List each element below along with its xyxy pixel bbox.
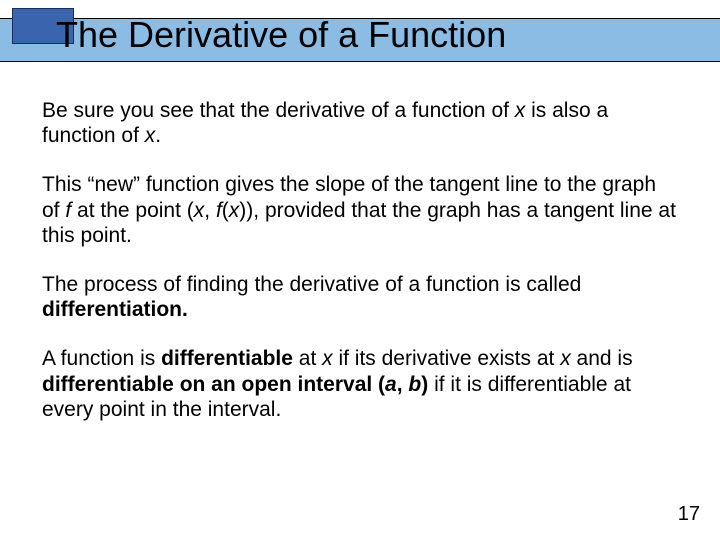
paragraph-2: This “new” function gives the slope of t… bbox=[42, 172, 678, 248]
text: at bbox=[293, 347, 322, 370]
term-differentiation: differentiation. bbox=[42, 298, 188, 321]
var-x: x bbox=[145, 124, 156, 147]
text: The process of finding the derivative of… bbox=[42, 273, 581, 296]
page-number: 17 bbox=[678, 503, 700, 526]
var-x: x bbox=[229, 199, 240, 222]
text: ( bbox=[222, 199, 229, 222]
text: , bbox=[397, 373, 409, 396]
title-block: The Derivative of a Function bbox=[0, 0, 720, 78]
text: at the point ( bbox=[71, 199, 194, 222]
paragraph-1: Be sure you see that the derivative of a… bbox=[42, 98, 678, 148]
var-a: a bbox=[385, 373, 397, 396]
var-x: x bbox=[194, 199, 205, 222]
var-x: x bbox=[560, 347, 571, 370]
text: Be sure you see that the derivative of a… bbox=[42, 99, 515, 122]
text: differentiable on an open interval ( bbox=[42, 373, 385, 396]
slide-title: The Derivative of a Function bbox=[56, 14, 506, 56]
term-diff-open-interval: differentiable on an open interval (a, b… bbox=[42, 373, 428, 396]
var-x: x bbox=[322, 347, 333, 370]
var-x: x bbox=[515, 99, 526, 122]
slide-content: Be sure you see that the derivative of a… bbox=[0, 78, 720, 422]
var-b: b bbox=[408, 373, 421, 396]
text: and is bbox=[571, 347, 633, 370]
paragraph-4: A function is differentiable at x if its… bbox=[42, 346, 678, 422]
term-differentiable: differentiable bbox=[161, 347, 293, 370]
text: , bbox=[204, 199, 216, 222]
text: if its derivative exists at bbox=[333, 347, 561, 370]
text: A function is bbox=[42, 347, 161, 370]
text: . bbox=[155, 124, 161, 147]
paragraph-3: The process of finding the derivative of… bbox=[42, 272, 678, 322]
